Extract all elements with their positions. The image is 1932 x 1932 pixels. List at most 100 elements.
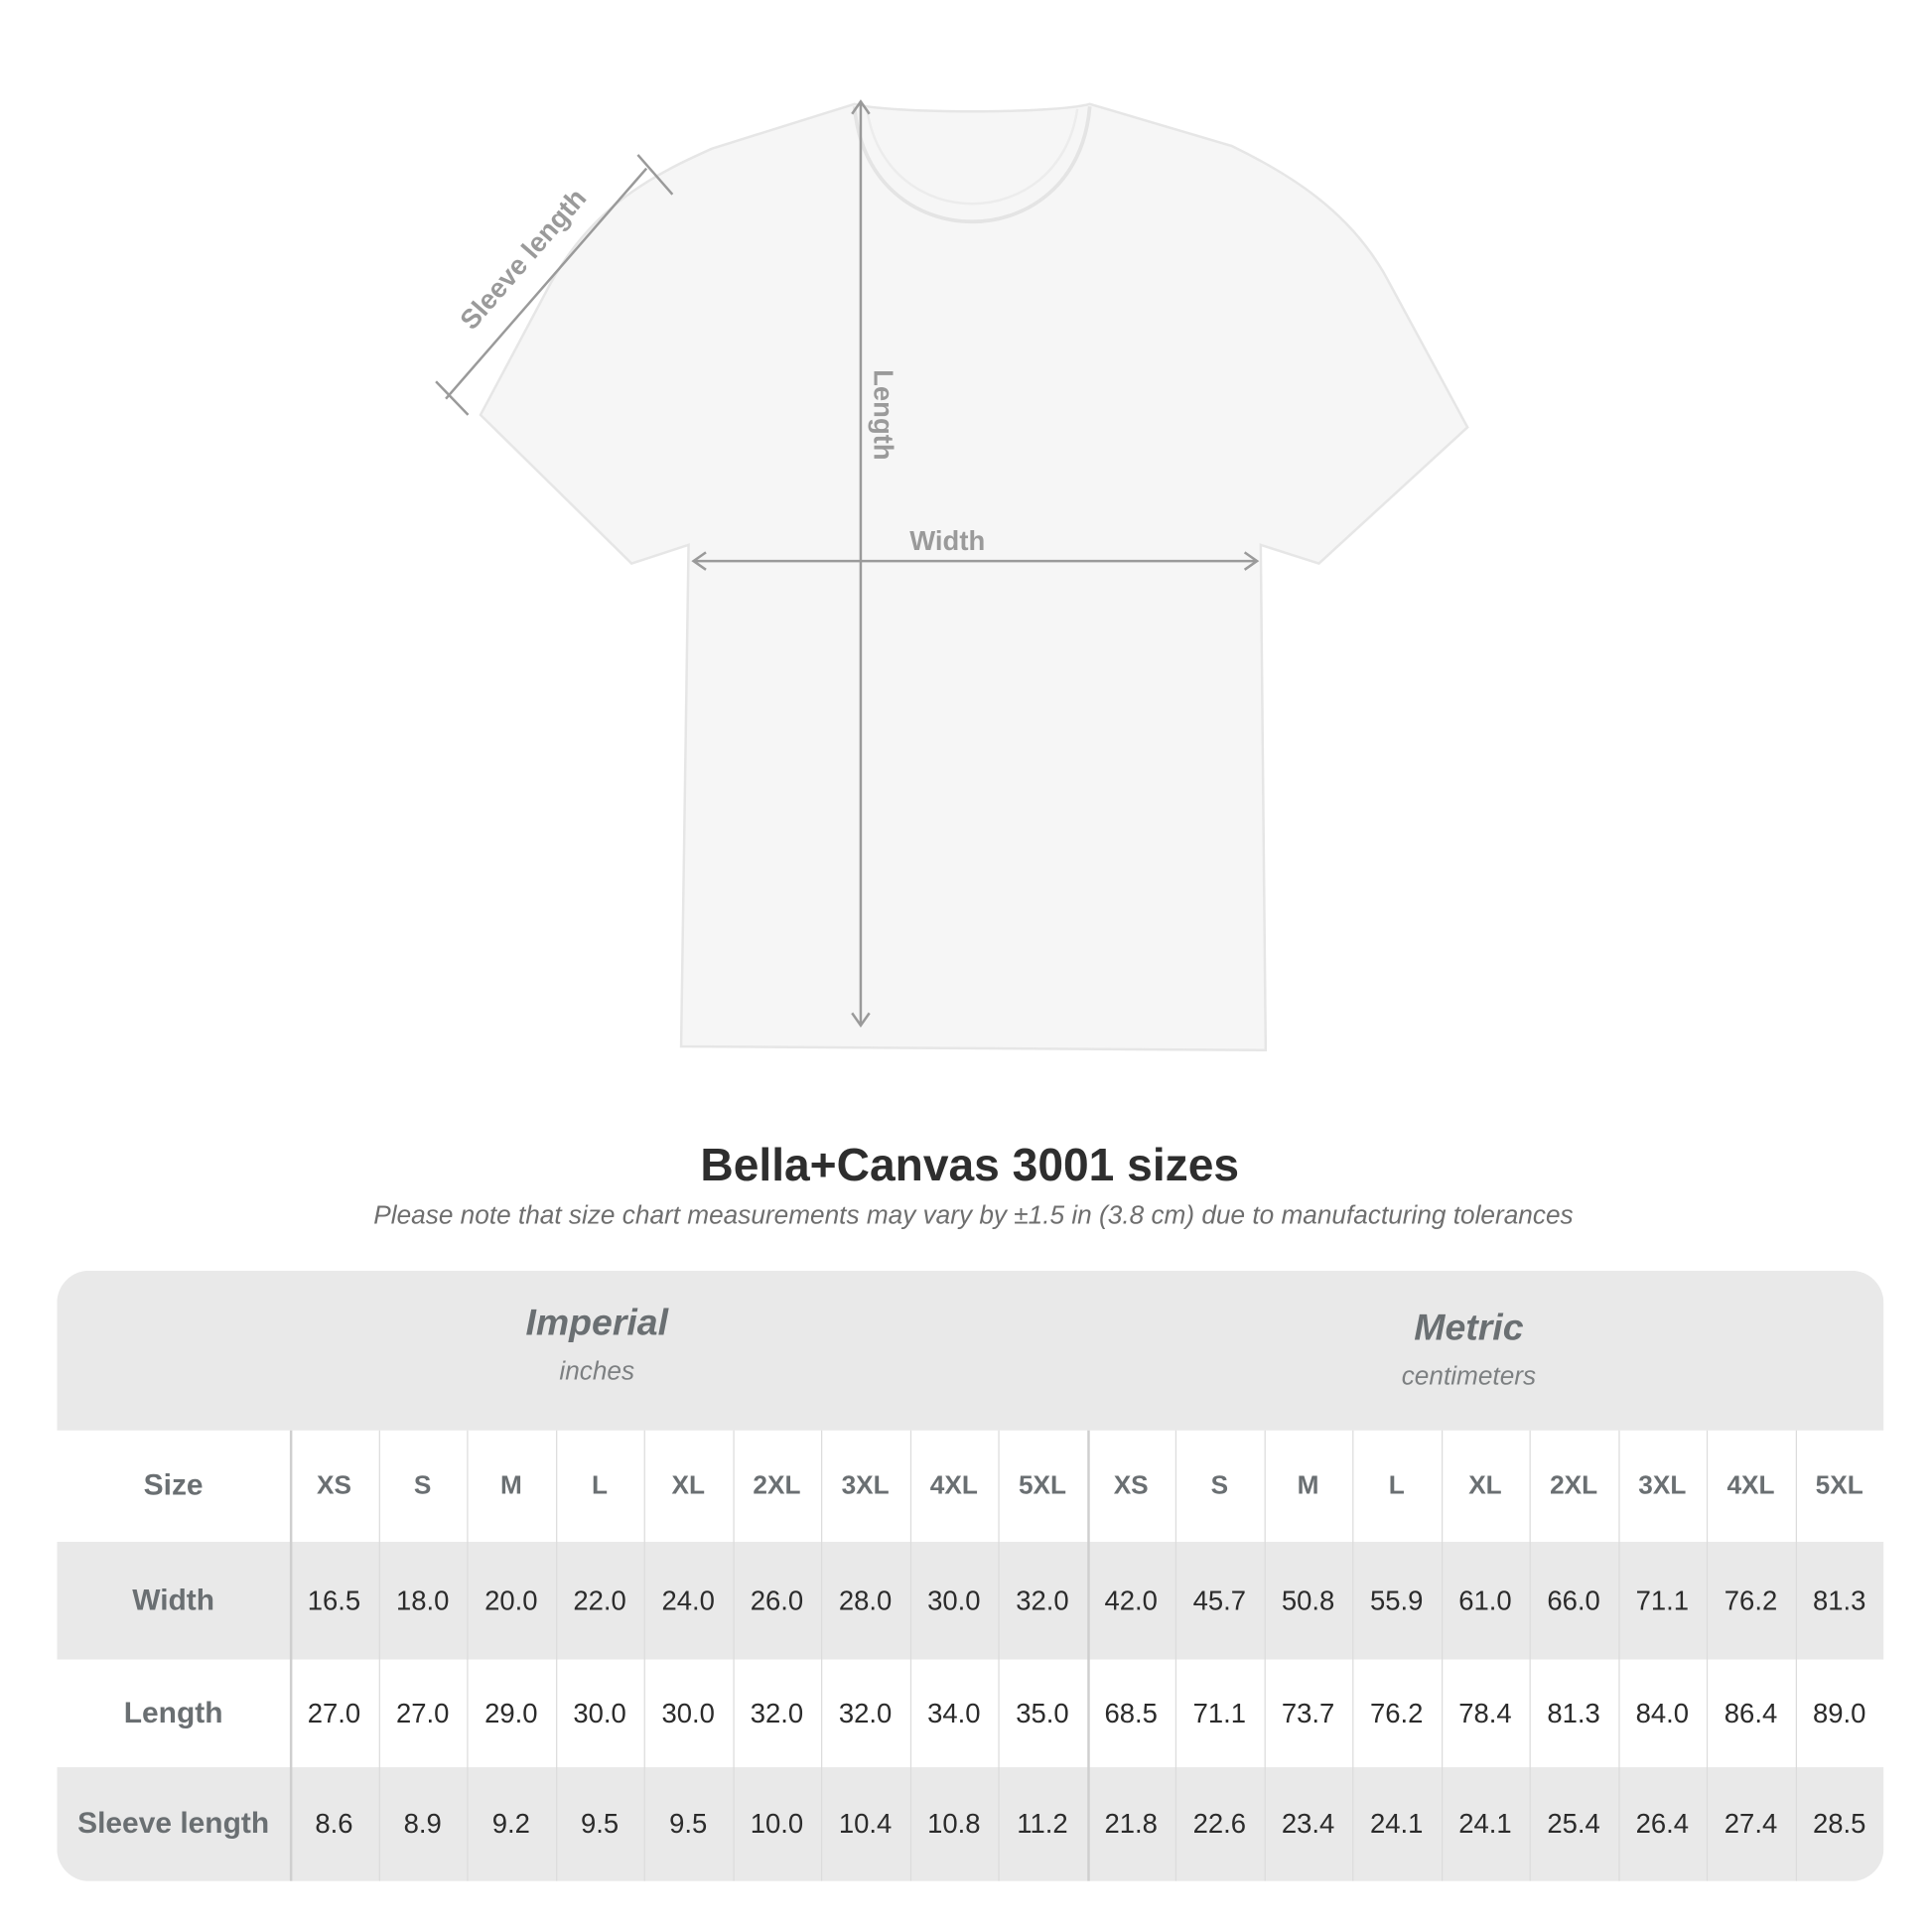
imperial-cell: 9.5 [580,1808,620,1840]
imperial-cell: 9.5 [669,1808,708,1840]
imperial-cell: 2XL [753,1470,801,1500]
metric-cell: 23.4 [1281,1808,1335,1840]
imperial-cell: XS [317,1470,351,1500]
column-divider [1529,1430,1531,1881]
imperial-cell: S [413,1470,432,1500]
imperial-cell: 8.9 [403,1808,442,1840]
column-divider [998,1430,1000,1881]
metric-cell: 78.4 [1458,1697,1512,1728]
metric-cell: 22.6 [1192,1808,1247,1840]
imperial-cell: 16.5 [307,1585,361,1616]
column-divider [1086,1430,1090,1881]
metric-cell: 50.8 [1281,1585,1335,1616]
column-divider [1706,1430,1709,1881]
metric-cell: S [1210,1470,1229,1500]
metric-cell: 2XL [1550,1470,1598,1500]
length-arrowhead-top [851,99,871,115]
row-label: Length [123,1696,223,1729]
metric-cell: M [1297,1470,1319,1500]
column-divider [909,1430,911,1881]
metric-cell: 28.5 [1812,1808,1866,1840]
imperial-cell: 18.0 [395,1585,450,1616]
imperial-title: Imperial [525,1303,669,1344]
imperial-header: Imperial inches [349,1303,845,1387]
imperial-cell: 35.0 [1016,1697,1069,1728]
metric-cell: 76.2 [1370,1697,1424,1728]
metric-cell: 81.3 [1547,1697,1600,1728]
metric-cell: 27.4 [1724,1808,1778,1840]
length-arrowhead-bottom [851,1012,871,1029]
imperial-unit: inches [559,1357,635,1386]
metric-cell: 42.0 [1104,1585,1158,1616]
imperial-cell: L [592,1470,609,1500]
column-divider [289,1430,293,1881]
metric-cell: 21.8 [1104,1808,1158,1840]
tshirt-collar [852,106,1092,223]
table-row-sleeve-length: Sleeve length 8.6 8.9 9.2 9.5 9.5 10.0 10.4 10.8… [57,1767,1883,1881]
metric-cell: 81.3 [1812,1585,1866,1616]
row-label: Size [143,1468,204,1503]
sleeve-arrow [445,167,648,400]
metric-cell: 76.2 [1724,1585,1778,1616]
chart-title: Bella+Canvas 3001 sizes [700,1139,1240,1190]
metric-cell: 55.9 [1370,1585,1424,1616]
metric-title: Metric [1414,1308,1524,1349]
width-row-bg [57,1542,1884,1660]
sleeve-row-bg [57,1767,1884,1881]
sleeve-tick-start [435,380,470,416]
sleeve-tick-end [636,154,674,196]
metric-cell: 86.4 [1724,1697,1778,1728]
metric-cell: 84.0 [1635,1697,1690,1728]
table-row-length: Length 27.0 27.0 29.0 30.0 30.0 32.0 32.0 34.0 35… [57,1660,1883,1768]
metric-cell: 89.0 [1812,1697,1866,1728]
tshirt-diagram: Sleeve length Length Width [435,99,1469,1052]
imperial-cell: 30.0 [573,1697,626,1728]
metric-cell: L [1388,1470,1405,1500]
size-table: Imperial inches Metric centimeters Size X… [57,1270,1884,1881]
imperial-cell: 30.0 [661,1697,715,1728]
metric-unit: centimeters [1401,1362,1537,1391]
metric-cell: 61.0 [1458,1585,1512,1616]
imperial-cell: 9.2 [491,1808,530,1840]
column-divider [1441,1430,1443,1881]
tshirt-image [479,102,1469,1052]
metric-cell: XL [1468,1470,1502,1500]
width-label: Width [909,525,985,556]
imperial-cell: 29.0 [484,1697,538,1728]
imperial-cell: 32.0 [1016,1585,1069,1616]
imperial-cell: 30.0 [927,1585,981,1616]
imperial-cell: 10.4 [838,1808,893,1840]
imperial-cell: 32.0 [838,1697,893,1728]
imperial-cell: 26.0 [750,1585,804,1616]
width-arrowhead-right [1243,551,1260,571]
imperial-cell: 11.2 [1017,1808,1068,1840]
metric-header: Metric centimeters [1221,1308,1717,1392]
imperial-cell: 3XL [841,1470,890,1500]
metric-cell: 66.0 [1547,1585,1600,1616]
tolerance-note: Please note that size chart measurements… [373,1200,1574,1230]
imperial-cell: 34.0 [927,1697,981,1728]
imperial-cell: 24.0 [661,1585,715,1616]
metric-cell: 24.1 [1370,1808,1424,1840]
row-label: Sleeve length [77,1806,270,1841]
imperial-cell: XL [671,1470,705,1500]
imperial-cell: 10.0 [750,1808,804,1840]
imperial-cell: 10.8 [927,1808,981,1840]
imperial-cell: 28.0 [838,1585,893,1616]
metric-cell: 24.1 [1458,1808,1512,1840]
size-header-row: Size XS S M L XL 2XL 3XL 4XL 5XL XS S M L XL 2XL 3XL 4XL 5… [57,1431,1883,1542]
unit-header-band [57,1270,1884,1431]
metric-cell: 5XL [1815,1470,1863,1500]
imperial-cell: 4XL [929,1470,978,1500]
column-divider [378,1430,380,1881]
metric-cell: 26.4 [1635,1808,1690,1840]
column-divider [1795,1430,1797,1881]
imperial-cell: 27.0 [307,1697,361,1728]
column-divider [555,1430,557,1881]
table-row-width: Width 16.5 18.0 20.0 22.0 24.0 26.0 28.0 30.0 32.… [57,1542,1883,1660]
column-divider [1352,1430,1354,1881]
metric-cell: 68.5 [1104,1697,1158,1728]
row-label: Width [132,1583,215,1617]
imperial-cell: 20.0 [484,1585,538,1616]
